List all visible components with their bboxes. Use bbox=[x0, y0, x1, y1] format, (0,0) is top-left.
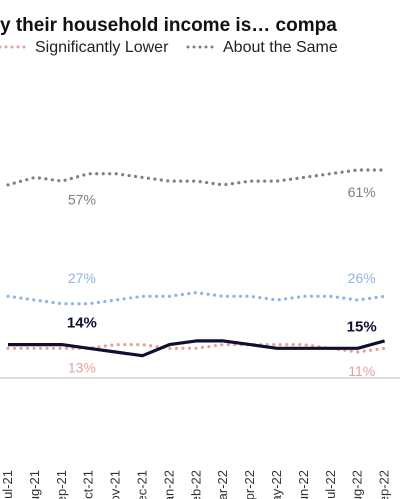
x-tick-label: Mar-22 bbox=[215, 470, 230, 499]
x-tick-label: Oct-21 bbox=[81, 470, 96, 499]
legend-label-significantly_lower: Significantly Lower bbox=[35, 39, 169, 56]
x-tick-label: Apr-22 bbox=[242, 470, 257, 499]
series-line-series_3 bbox=[6, 290, 387, 306]
x-tick-label: Jun-22 bbox=[296, 470, 311, 499]
series-line-series_4 bbox=[8, 339, 386, 358]
x-axis-ticks: Jul-21 Aug-21 Sep-21 Oct-21 Nov-21 Dec-21 Jan-… bbox=[0, 470, 392, 499]
x-tick-label: May-22 bbox=[269, 470, 284, 499]
x-tick-label: Jul-22 bbox=[323, 470, 338, 499]
x-tick-label: Nov-21 bbox=[108, 470, 123, 499]
data-label-significantly_lower: 11% bbox=[348, 363, 375, 379]
data-label-series_4: 14% bbox=[67, 315, 97, 332]
x-tick-label: Aug-21 bbox=[27, 470, 42, 499]
x-tick-label: Jul-21 bbox=[0, 470, 15, 499]
data-label-series_3: 27% bbox=[68, 270, 96, 286]
series-line-significantly_lower bbox=[6, 343, 387, 354]
x-tick-label: Jan-22 bbox=[161, 470, 176, 499]
legend: Significantly Lower About the Same bbox=[0, 39, 338, 56]
legend-label-about_same: About the Same bbox=[223, 39, 338, 56]
data-label-about_same: 61% bbox=[348, 184, 376, 200]
x-tick-label: Sep-21 bbox=[54, 470, 69, 499]
chart-title: y their household income is… compa bbox=[0, 15, 337, 36]
x-tick-label: Dec-21 bbox=[135, 470, 150, 499]
x-tick-label: Aug-22 bbox=[350, 470, 365, 499]
x-tick-label: Feb-22 bbox=[188, 470, 203, 499]
series-layer bbox=[6, 168, 387, 358]
data-label-series_3: 26% bbox=[348, 270, 376, 286]
data-label-significantly_lower: 13% bbox=[68, 359, 96, 375]
data-label-series_4: 15% bbox=[347, 318, 377, 335]
data-label-about_same: 57% bbox=[68, 191, 96, 207]
x-tick-label: Sep-22 bbox=[377, 470, 392, 499]
series-line-about_same bbox=[6, 168, 387, 187]
data-labels: 57% 61% 27% 26% 14% 15% 13% 11% bbox=[67, 184, 377, 379]
